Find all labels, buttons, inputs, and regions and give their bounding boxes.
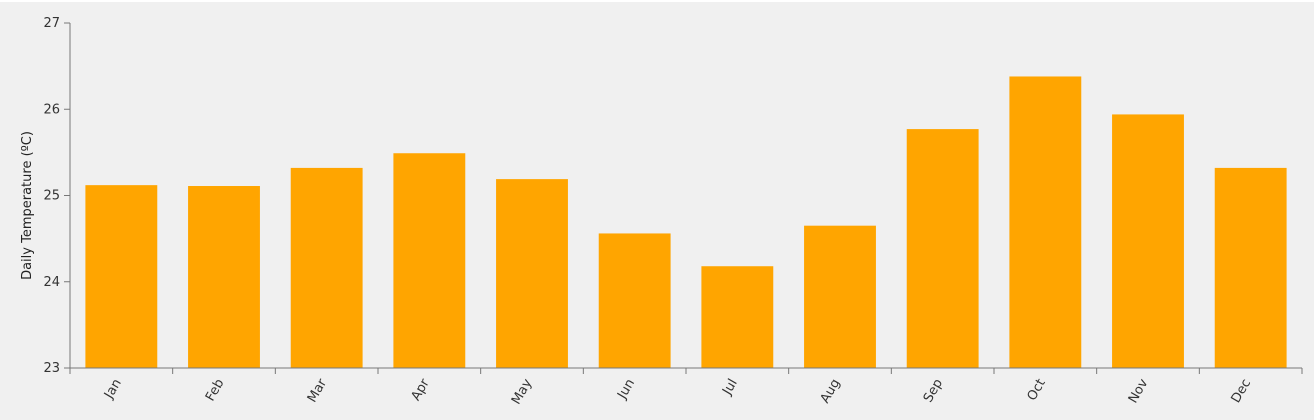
y-axis-title: Daily Temperature (ºC) [20, 131, 35, 280]
x-axis-ticks: Jan Feb Mar Apr May Jun Jul Aug Sep Oct Nov Dec [69, 368, 1303, 407]
bar-jan [85, 185, 158, 368]
bar-feb [188, 186, 260, 368]
x-tick-label: Oct [1025, 377, 1049, 404]
x-tick-label: Dec [1229, 377, 1255, 406]
bar-jun [598, 233, 671, 368]
x-tick-label: Jul [719, 377, 740, 399]
bar-nov [1112, 114, 1184, 368]
bar-apr [393, 153, 466, 368]
y-tick-label: 24 [43, 275, 60, 290]
bar-jul [701, 266, 774, 368]
x-tick-label: Mar [305, 376, 331, 405]
bar-mar [290, 167, 363, 368]
x-tick-label: Aug [818, 377, 844, 406]
y-axis-ticks: 23 24 25 26 27 [43, 16, 70, 376]
y-tick-label: 27 [43, 16, 60, 31]
x-tick-label: Sep [921, 377, 946, 406]
bar-sep [906, 129, 979, 368]
x-tick-label: Feb [203, 377, 228, 404]
x-tick-label: Nov [1126, 376, 1152, 406]
x-tick-label: Jun [614, 377, 638, 403]
bar-oct [1009, 76, 1082, 368]
bar-aug [804, 225, 876, 368]
bar-may [496, 179, 568, 368]
x-tick-label: Apr [409, 376, 434, 404]
bar-dec [1214, 167, 1287, 368]
y-tick-label: 26 [43, 102, 60, 117]
x-tick-label: Jan [101, 377, 125, 403]
x-tick-label: May [509, 376, 536, 407]
bars-group [85, 76, 1287, 368]
y-tick-label: 23 [43, 361, 60, 376]
y-tick-label: 25 [43, 189, 60, 204]
